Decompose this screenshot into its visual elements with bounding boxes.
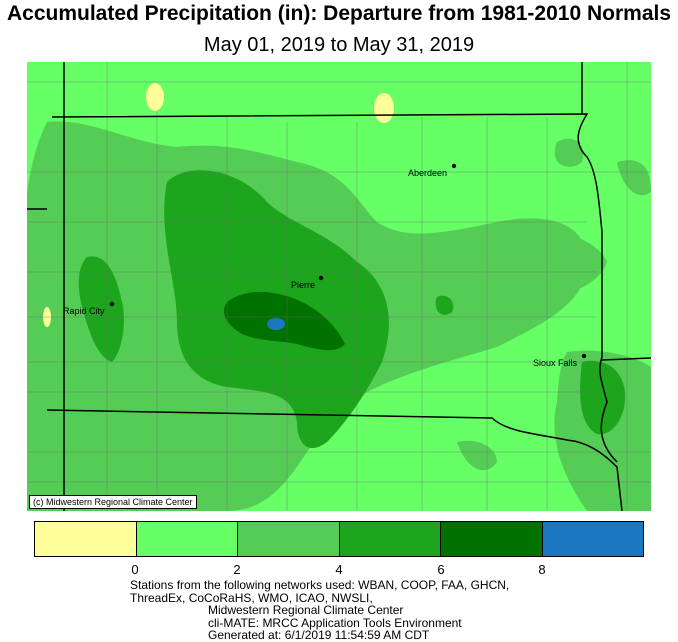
svg-text:Sioux Falls: Sioux Falls (533, 358, 578, 368)
state-borders (27, 62, 651, 511)
city-rapid-city: Rapid City (63, 301, 115, 316)
region-2-4-east (478, 228, 607, 302)
map-canvas: Aberdeen Pierre Rapid City Sioux Falls (27, 62, 651, 511)
region-over-8 (267, 318, 285, 330)
region-4-6-sioux (580, 360, 626, 435)
legend-swatch-6-8 (441, 522, 543, 556)
footer-line: Generated at: 6/1/2019 11:54:59 AM CDT (208, 628, 430, 642)
region-below-0-north (146, 83, 164, 111)
map-subtitle: May 01, 2019 to May 31, 2019 (203, 34, 475, 56)
map-title: Accumulated Precipitation (in): Departur… (6, 2, 672, 25)
legend-tick-label: 8 (538, 562, 546, 577)
county-lines (27, 62, 651, 511)
svg-text:Rapid City: Rapid City (63, 306, 105, 316)
legend-tick-label: 6 (437, 562, 445, 577)
copyright-notice: (c) Midwestern Regional Climate Center (29, 495, 197, 509)
legend-swatch-below-0 (35, 522, 137, 556)
region-4-6-west (78, 256, 124, 362)
legend-swatch-0-2 (136, 522, 238, 556)
region-6-8-central (223, 291, 345, 351)
legend-swatch-4-6 (339, 522, 441, 556)
region-below-0-northeast (374, 93, 394, 123)
precipitation-map: Aberdeen Pierre Rapid City Sioux Falls (… (27, 62, 651, 511)
city-aberdeen: Aberdeen (408, 163, 457, 178)
footer-line: Stations from the following networks use… (130, 578, 510, 592)
city-pierre: Pierre (291, 275, 324, 290)
footer-notes: Stations from the following networks use… (130, 579, 509, 642)
svg-text:Pierre: Pierre (291, 280, 315, 290)
legend-ticks: 0 2 4 6 8 (0, 562, 678, 582)
legend-tick-label: 0 (131, 562, 139, 577)
legend-swatch-2-4 (238, 522, 340, 556)
legend-tick-label: 4 (335, 562, 343, 577)
svg-text:Aberdeen: Aberdeen (408, 168, 447, 178)
legend-tick-label: 2 (233, 562, 241, 577)
color-legend (34, 521, 644, 557)
footer-line: ThreadEx, CoCoRaHS, WMO, ICAO, NWSLI, (130, 590, 373, 605)
city-sioux-falls: Sioux Falls (533, 353, 587, 368)
legend-swatch-above-8 (542, 522, 643, 556)
footer-line: Midwestern Regional Climate Center (208, 603, 404, 617)
region-4-6-spot (435, 295, 454, 315)
footer-line: cli-MATE: MRCC Application Tools Environ… (208, 615, 462, 630)
